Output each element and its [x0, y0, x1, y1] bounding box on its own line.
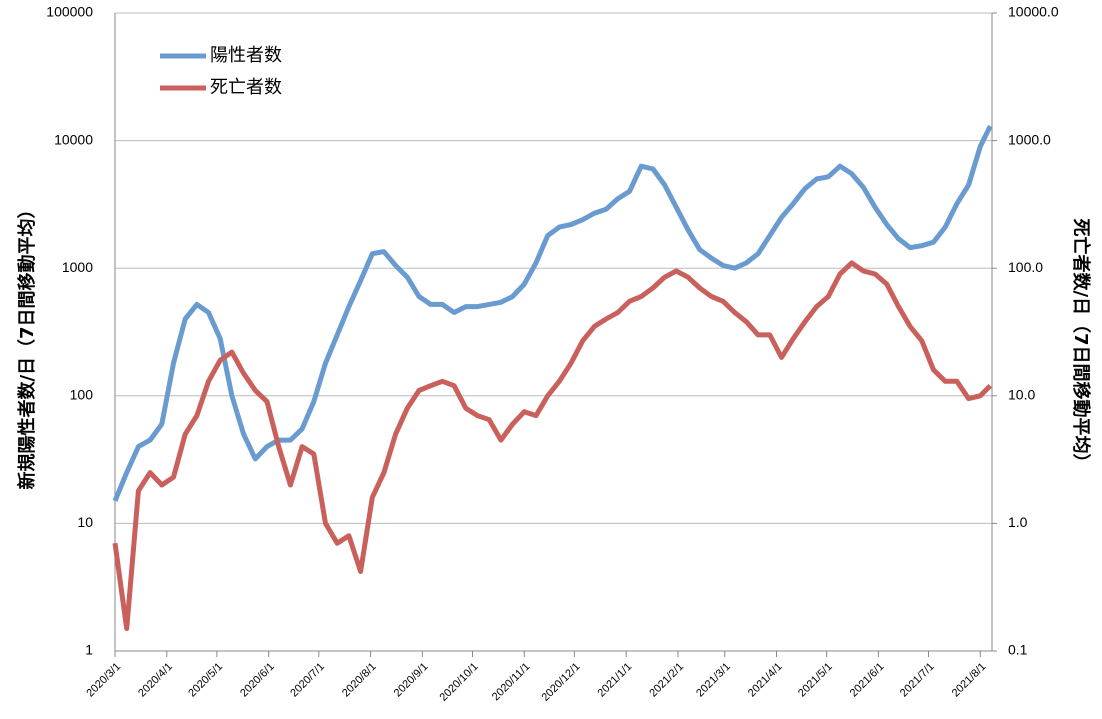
- y-tick-label: 10000: [54, 131, 93, 147]
- y-tick-label: 100000: [46, 4, 93, 20]
- x-tick-label: 2021/4/1: [746, 661, 785, 700]
- x-tick-label: 2021/7/1: [898, 661, 937, 700]
- x-tick-label: 2020/8/1: [340, 661, 379, 700]
- y-tick-label: 100: [70, 387, 94, 403]
- x-tick-label: 2020/9/1: [392, 661, 431, 700]
- y2-tick-label: 100.0: [1008, 259, 1043, 275]
- y2-tick-label: 1000.0: [1008, 131, 1051, 147]
- y-tick-label: 1: [85, 642, 93, 658]
- y2-tick-label: 1.0: [1008, 514, 1028, 530]
- x-tick-label: 2020/4/1: [136, 661, 175, 700]
- y2-tick-label: 0.1: [1008, 642, 1028, 658]
- x-tick-label: 2021/5/1: [796, 661, 835, 700]
- x-tick-label: 2020/10/1: [438, 661, 481, 704]
- x-tick-label: 2020/7/1: [288, 661, 327, 700]
- x-tick-label: 2021/1/1: [596, 661, 635, 700]
- x-tick-label: 2020/3/1: [84, 661, 123, 700]
- x-tick-label: 2020/6/1: [238, 661, 277, 700]
- x-tick-label: 2021/2/1: [647, 661, 686, 700]
- y-axis-label: 新規陽性者数/日（7日間移動平均）: [16, 200, 38, 489]
- line-series: [112, 260, 993, 631]
- y-tick-label: 1000: [62, 259, 93, 275]
- y2-axis-label: 死亡者数/日（7日間移動平均）: [1070, 218, 1092, 471]
- legend-label: 陽性者数: [210, 45, 282, 66]
- y-tick-label: 10: [77, 514, 93, 530]
- x-tick-label: 2021/8/1: [950, 661, 989, 700]
- y2-tick-label: 10.0: [1008, 387, 1035, 403]
- x-tick-label: 2020/5/1: [186, 661, 225, 700]
- x-tick-label: 2021/3/1: [694, 661, 733, 700]
- x-tick-label: 2021/6/1: [848, 661, 887, 700]
- x-tick-label: 2020/11/1: [490, 661, 533, 704]
- line-series: [112, 124, 993, 502]
- x-tick-label: 2020/12/1: [539, 661, 582, 704]
- legend-label: 死亡者数: [210, 77, 282, 98]
- y2-tick-label: 10000.0: [1008, 4, 1059, 20]
